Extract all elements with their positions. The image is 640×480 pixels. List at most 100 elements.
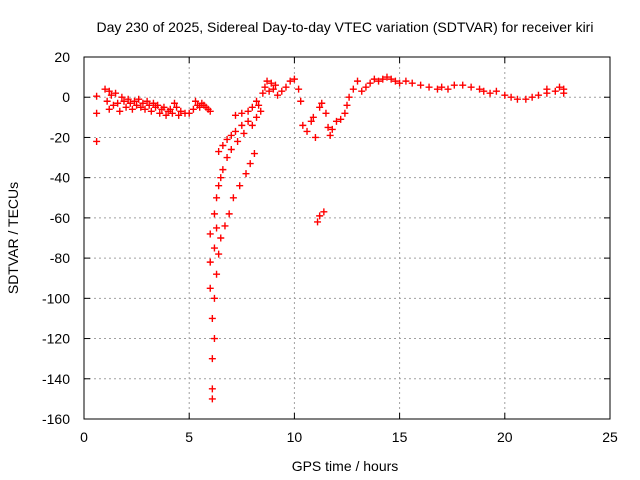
data-point: [286, 77, 294, 85]
data-point: [362, 83, 370, 91]
data-point: [234, 137, 242, 145]
data-point: [307, 117, 315, 125]
data-point: [375, 77, 383, 85]
data-point: [213, 270, 221, 278]
data-point: [467, 83, 475, 91]
y-tick-label: -100: [42, 290, 70, 306]
data-point: [282, 83, 290, 91]
data-point: [366, 79, 374, 87]
data-point: [114, 99, 122, 107]
y-tick-label: -80: [50, 250, 70, 266]
data-point: [417, 81, 425, 89]
data-point: [492, 87, 500, 95]
data-point: [337, 115, 345, 123]
data-point: [269, 85, 277, 93]
data-point: [162, 111, 170, 119]
data-point: [109, 101, 117, 109]
plot-frame: [83, 56, 611, 420]
data-point: [213, 224, 221, 232]
data-point: [93, 137, 101, 145]
data-point: [210, 244, 218, 252]
tick-labels: 0 5 10 15 20 25 -160 -140 -120 -100 -80 -60 -40 -20 0 2…: [42, 49, 618, 445]
x-tick-label: 5: [185, 429, 193, 445]
data-point: [295, 85, 303, 93]
data-point: [450, 81, 458, 89]
data-point: [345, 93, 353, 101]
data-point: [219, 141, 227, 149]
data-point: [93, 92, 101, 100]
data-point: [225, 210, 233, 218]
data-point: [444, 85, 452, 93]
data-point: [349, 85, 357, 93]
grid-lines: [84, 57, 610, 419]
y-tick-label: -20: [50, 129, 70, 145]
data-point: [263, 77, 271, 85]
data-point: [476, 85, 484, 93]
data-point: [210, 210, 218, 218]
y-tick-label: -160: [42, 411, 70, 427]
data-point: [513, 95, 521, 103]
data-point: [116, 107, 124, 115]
data-point: [206, 230, 214, 238]
data-point: [255, 101, 263, 109]
data-point: [227, 131, 235, 139]
data-point: [459, 81, 467, 89]
data-point: [246, 160, 254, 168]
data-point: [196, 103, 204, 111]
data-point: [170, 99, 178, 107]
data-point: [206, 284, 214, 292]
data-point: [383, 73, 391, 81]
data-point: [253, 97, 261, 105]
y-tick-label: -140: [42, 371, 70, 387]
data-point: [124, 95, 132, 103]
data-point: [242, 170, 250, 178]
data-point: [341, 109, 349, 117]
data-point: [210, 335, 218, 343]
y-tick-label: -40: [50, 170, 70, 186]
data-point: [248, 103, 256, 111]
x-tick-label: 10: [287, 429, 303, 445]
data-point: [240, 129, 248, 137]
data-point: [128, 105, 136, 113]
data-point: [316, 103, 324, 111]
data-point: [166, 105, 174, 113]
data-point: [250, 150, 258, 158]
data-point: [402, 77, 410, 85]
data-point: [231, 127, 239, 135]
data-point: [259, 89, 267, 97]
data-point: [221, 222, 229, 230]
data-point: [543, 85, 551, 93]
data-point: [135, 95, 143, 103]
data-point: [208, 355, 216, 363]
data-point: [309, 113, 317, 121]
data-point: [316, 212, 324, 220]
data-point: [217, 234, 225, 242]
data-point: [149, 99, 157, 107]
data-point: [185, 109, 193, 117]
data-point: [244, 117, 252, 125]
x-tick-label: 15: [392, 429, 408, 445]
data-point: [387, 75, 395, 83]
data-point: [137, 103, 145, 111]
data-point: [318, 99, 326, 107]
data-point: [370, 75, 378, 83]
data-point: [343, 101, 351, 109]
data-point: [522, 95, 530, 103]
data-point: [105, 105, 113, 113]
data-point: [391, 77, 399, 85]
data-point: [122, 103, 130, 111]
data-point: [244, 107, 252, 115]
data-point: [311, 133, 319, 141]
x-tick-label: 25: [602, 429, 618, 445]
data-point: [154, 101, 162, 109]
data-point: [408, 79, 416, 87]
data-point: [438, 83, 446, 91]
data-point: [231, 111, 239, 119]
data-point: [168, 109, 176, 117]
data-point: [396, 79, 404, 87]
data-point: [143, 97, 151, 105]
data-point: [238, 109, 246, 117]
data-point: [213, 194, 221, 202]
y-tick-label: -120: [42, 331, 70, 347]
data-point: [139, 99, 147, 107]
